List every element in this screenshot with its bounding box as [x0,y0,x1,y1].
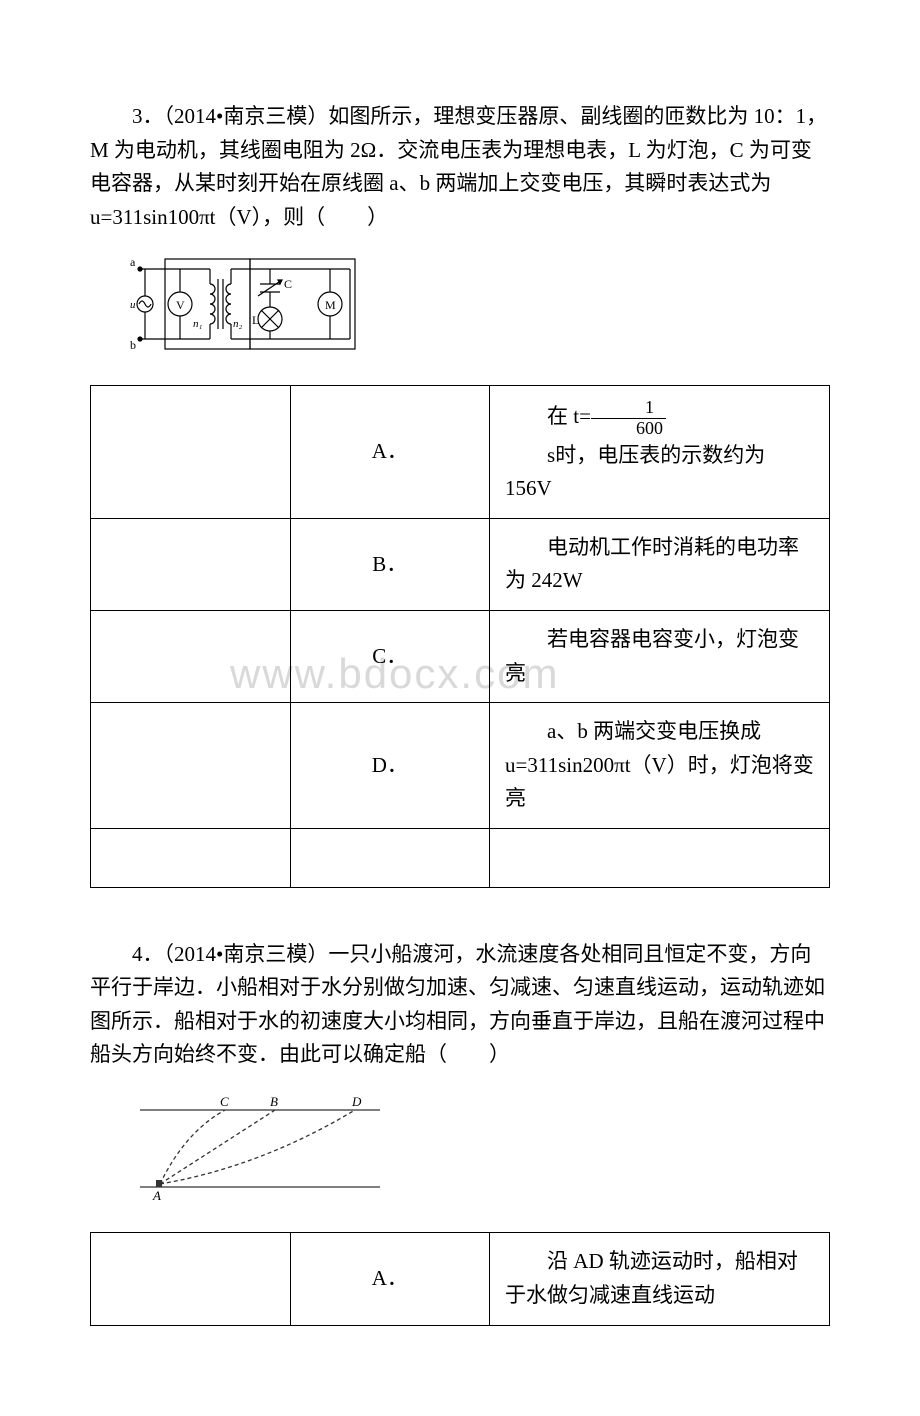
label-A: A [152,1188,161,1202]
label-n1: n₁ [193,318,203,330]
label-a: a [130,255,136,269]
table-cell-empty [91,828,291,887]
label-C: C [220,1094,229,1109]
q3-options-table: A． 在 t=1600 s时，电压表的示数约为 156V B． 电动机工作时消耗… [90,385,830,888]
table-row: D． a、b 两端交变电压换成 u=311sin200πt（V）时，灯泡将变亮 [91,703,830,829]
table-cell-empty [91,610,291,702]
table-cell-empty [490,828,830,887]
q3-intro: 3．（2014•南京三模）如图所示，理想变压器原、副线圈的匝数比为 10：1，M… [90,100,830,234]
label-C: C [284,277,292,291]
table-row: B． 电动机工作时消耗的电功率为 242W [91,518,830,610]
option-text: 在 t=1600 s时，电压表的示数约为 156V [490,385,830,518]
table-cell-empty [91,385,291,518]
option-text: 沿 AD 轨迹运动时，船相对于水做匀减速直线运动 [490,1233,830,1325]
table-row: C． 若电容器电容变小，灯泡变亮 [91,610,830,702]
option-a-prefix: 在 t= [547,404,591,428]
q4-options-table: A． 沿 AD 轨迹运动时，船相对于水做匀减速直线运动 [90,1232,830,1325]
option-text: a、b 两端交变电压换成 u=311sin200πt（V）时，灯泡将变亮 [490,703,830,829]
label-u: u [130,299,136,311]
label-b: b [130,338,136,352]
label-L: L [252,313,259,327]
option-text: 若电容器电容变小，灯泡变亮 [490,610,830,702]
label-V: V [176,298,185,312]
option-label: B． [290,518,490,610]
option-label: D． [290,703,490,829]
label-D: D [351,1094,362,1109]
table-cell-empty [91,518,291,610]
label-M: M [325,298,336,312]
circuit-diagram: a b u V n₁ [130,254,830,365]
table-row: A． 沿 AD 轨迹运动时，船相对于水做匀减速直线运动 [91,1233,830,1325]
option-label: A． [290,385,490,518]
question-4: 4．（2014•南京三模）一只小船渡河，水流速度各处相同且恒定不变，方向平行于岸… [90,938,830,1326]
q4-intro: 4．（2014•南京三模）一只小船渡河，水流速度各处相同且恒定不变，方向平行于岸… [90,938,830,1072]
table-cell-empty [91,703,291,829]
option-a-suffix: s时，电压表的示数约为 156V [505,439,814,506]
option-label: C． [290,610,490,702]
frac-denominator: 600 [591,418,666,439]
table-row [91,828,830,887]
label-n2: n₂ [233,318,243,330]
question-3: 3．（2014•南京三模）如图所示，理想变压器原、副线圈的匝数比为 10：1，M… [90,100,830,888]
fraction: 1600 [591,398,666,439]
option-label: A． [290,1233,490,1325]
option-text: 电动机工作时消耗的电功率为 242W [490,518,830,610]
frac-numerator: 1 [591,398,666,418]
table-cell-empty [91,1233,291,1325]
table-row: A． 在 t=1600 s时，电压表的示数约为 156V [91,385,830,518]
table-cell-empty [290,828,490,887]
trajectory-diagram: A C B D [130,1092,830,1213]
label-B: B [270,1094,278,1109]
